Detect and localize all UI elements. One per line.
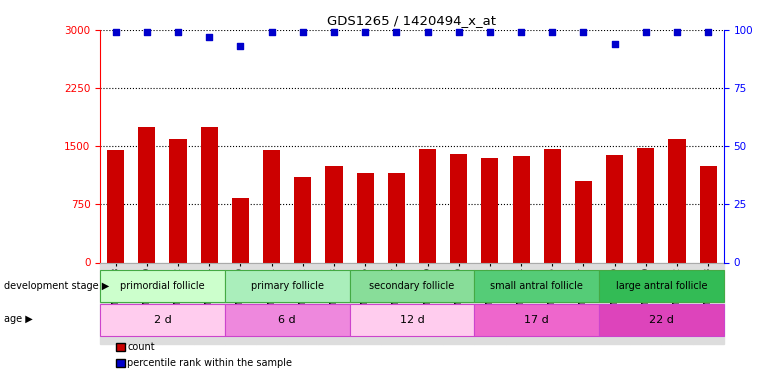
Bar (201, 127, 218, 262)
Point (296, 29, 309, 35)
Bar (225, 262, 256, 344)
Bar (606, 155, 623, 262)
Point (608, 41, 621, 47)
Bar (131, 262, 162, 344)
Bar (450, 154, 467, 262)
Text: 6 d: 6 d (279, 315, 296, 325)
Text: 12 d: 12 d (400, 315, 424, 325)
Bar (575, 181, 592, 262)
Bar (513, 156, 530, 262)
Text: 17 d: 17 d (524, 315, 549, 325)
Bar (100, 270, 225, 302)
Point (421, 29, 434, 35)
Point (266, 29, 278, 35)
Bar (194, 262, 225, 344)
Bar (287, 262, 319, 344)
Text: 22 d: 22 d (649, 315, 674, 325)
Bar (544, 149, 561, 262)
Text: primary follicle: primary follicle (251, 281, 323, 291)
Point (671, 29, 683, 35)
Bar (412, 262, 444, 344)
Point (578, 29, 590, 35)
Text: primordial follicle: primordial follicle (120, 281, 205, 291)
Bar (599, 270, 724, 302)
Bar (568, 262, 599, 344)
Bar (537, 262, 568, 344)
Bar (350, 262, 380, 344)
Point (172, 29, 184, 35)
Point (515, 29, 527, 35)
Bar (319, 262, 350, 344)
Bar (350, 304, 474, 336)
Bar (100, 304, 225, 336)
Text: large antral follicle: large antral follicle (616, 281, 707, 291)
Bar (474, 262, 505, 344)
Bar (169, 138, 186, 262)
Bar (326, 166, 343, 262)
Point (702, 29, 715, 35)
Point (546, 29, 558, 35)
Point (328, 29, 340, 35)
Text: percentile rank within the sample: percentile rank within the sample (127, 358, 292, 368)
Bar (256, 262, 287, 344)
Text: age ▶: age ▶ (4, 315, 32, 324)
Bar (419, 148, 436, 262)
Bar (474, 304, 599, 336)
Bar (263, 150, 280, 262)
Bar (599, 304, 724, 336)
Bar (232, 198, 249, 262)
Bar (357, 173, 373, 262)
Text: secondary follicle: secondary follicle (370, 281, 454, 291)
Bar (599, 262, 630, 344)
Point (203, 34, 216, 40)
Bar (668, 138, 685, 262)
Bar (693, 262, 724, 344)
Point (359, 29, 371, 35)
Text: development stage ▶: development stage ▶ (4, 281, 109, 291)
Bar (638, 148, 654, 262)
Point (453, 29, 465, 35)
Text: small antral follicle: small antral follicle (490, 281, 583, 291)
Point (640, 29, 652, 35)
Bar (107, 150, 124, 262)
Title: GDS1265 / 1420494_x_at: GDS1265 / 1420494_x_at (327, 15, 497, 27)
Bar (350, 270, 474, 302)
Point (390, 29, 403, 35)
Point (141, 29, 153, 35)
Point (484, 29, 496, 35)
Text: count: count (127, 342, 155, 352)
Bar (380, 262, 412, 344)
Bar (388, 173, 405, 262)
Point (234, 43, 246, 49)
Bar (474, 270, 599, 302)
Bar (100, 262, 131, 344)
Point (109, 29, 122, 35)
Bar (225, 304, 350, 336)
Bar (630, 262, 661, 344)
Bar (481, 158, 498, 262)
Bar (294, 177, 311, 262)
Bar (139, 127, 156, 262)
Text: 2 d: 2 d (153, 315, 172, 325)
Bar (225, 270, 350, 302)
Bar (505, 262, 537, 344)
Bar (444, 262, 474, 344)
Bar (162, 262, 194, 344)
Bar (661, 262, 692, 344)
Bar (700, 166, 717, 262)
